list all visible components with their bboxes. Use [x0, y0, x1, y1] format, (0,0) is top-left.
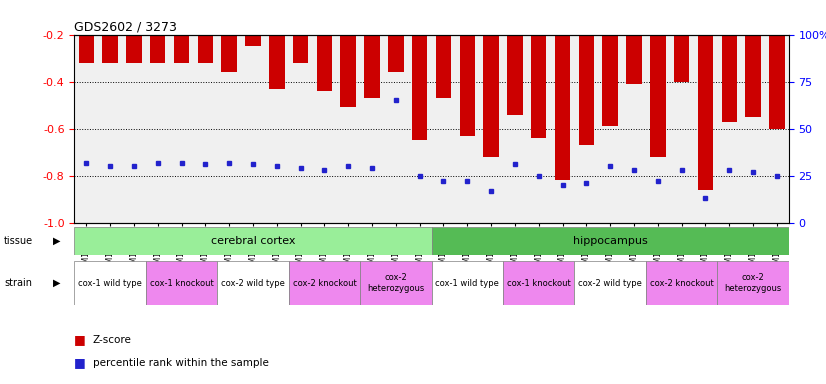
- Bar: [646, 261, 717, 305]
- Bar: [507, 0, 523, 114]
- Bar: [245, 0, 261, 46]
- Text: cox-2 wild type: cox-2 wild type: [578, 279, 642, 288]
- Bar: [364, 0, 380, 98]
- Bar: [269, 0, 284, 89]
- Bar: [340, 0, 356, 108]
- Bar: [555, 0, 570, 180]
- Text: cox-2
heterozygous: cox-2 heterozygous: [724, 273, 781, 293]
- Text: GDS2602 / 3273: GDS2602 / 3273: [74, 20, 178, 33]
- Bar: [150, 0, 165, 63]
- Text: cox-2 knockout: cox-2 knockout: [292, 279, 356, 288]
- Bar: [316, 0, 332, 91]
- Bar: [289, 261, 360, 305]
- Bar: [360, 261, 431, 305]
- Text: ■: ■: [74, 356, 86, 369]
- Bar: [650, 0, 666, 157]
- Text: cox-2
heterozygous: cox-2 heterozygous: [368, 273, 425, 293]
- Bar: [674, 0, 690, 82]
- Bar: [575, 261, 646, 305]
- Bar: [436, 0, 451, 98]
- Text: cox-1 wild type: cox-1 wild type: [78, 279, 142, 288]
- Bar: [78, 0, 94, 63]
- Bar: [412, 0, 427, 141]
- Bar: [531, 0, 547, 138]
- Bar: [626, 0, 642, 84]
- Bar: [431, 227, 789, 255]
- Text: cox-2 wild type: cox-2 wild type: [221, 279, 285, 288]
- Text: cerebral cortex: cerebral cortex: [211, 236, 295, 246]
- Bar: [503, 261, 574, 305]
- Text: Z-score: Z-score: [93, 335, 131, 345]
- Text: cox-1 wild type: cox-1 wild type: [435, 279, 499, 288]
- Bar: [293, 0, 308, 63]
- Text: cox-1 knockout: cox-1 knockout: [507, 279, 571, 288]
- Text: ▶: ▶: [53, 236, 60, 246]
- Text: strain: strain: [4, 278, 32, 288]
- Bar: [221, 0, 237, 72]
- Bar: [431, 261, 503, 305]
- Bar: [459, 0, 475, 136]
- Bar: [126, 0, 141, 63]
- Bar: [602, 0, 618, 126]
- Text: percentile rank within the sample: percentile rank within the sample: [93, 358, 268, 368]
- Text: ■: ■: [74, 333, 86, 346]
- Bar: [74, 261, 145, 305]
- Bar: [483, 0, 499, 157]
- Text: cox-2 knockout: cox-2 knockout: [650, 279, 714, 288]
- Bar: [102, 0, 118, 63]
- Bar: [698, 0, 713, 190]
- Bar: [722, 0, 737, 122]
- Text: hippocampus: hippocampus: [573, 236, 648, 246]
- Bar: [217, 261, 289, 305]
- Bar: [717, 261, 789, 305]
- Bar: [173, 0, 189, 63]
- Text: cox-1 knockout: cox-1 knockout: [150, 279, 213, 288]
- Text: ▶: ▶: [53, 278, 60, 288]
- Bar: [74, 227, 431, 255]
- Text: tissue: tissue: [4, 236, 33, 246]
- Bar: [745, 0, 761, 117]
- Bar: [388, 0, 404, 72]
- Bar: [769, 0, 785, 129]
- Bar: [197, 0, 213, 63]
- Bar: [579, 0, 594, 145]
- Bar: [145, 261, 217, 305]
